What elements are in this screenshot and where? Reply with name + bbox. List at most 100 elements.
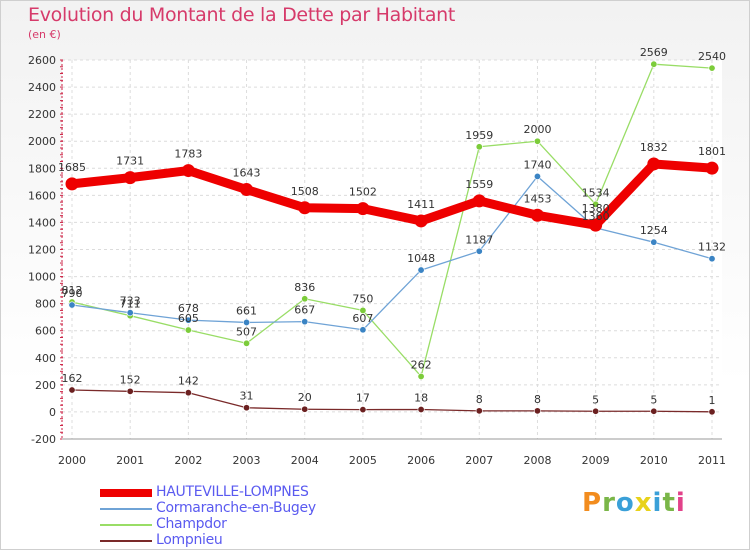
- legend: HAUTEVILLE-LOMPNES Cormaranche-en-Bugey Ch…: [100, 484, 420, 549]
- x-tick-label: 2009: [582, 454, 610, 467]
- chart-unit: (en €): [28, 28, 61, 41]
- legend-label: Champdor: [156, 516, 227, 532]
- logo-letter: x: [634, 488, 653, 518]
- data-label: 142: [178, 375, 199, 388]
- legend-item: HAUTEVILLE-LOMPNES: [100, 484, 420, 501]
- data-point: [592, 200, 600, 208]
- y-tick-label: 1000: [28, 271, 56, 284]
- legend-swatch: [100, 540, 152, 542]
- data-point: [359, 406, 367, 414]
- data-label: 1740: [523, 158, 551, 171]
- data-label: 711: [120, 298, 141, 311]
- data-point: [359, 306, 367, 314]
- data-point: [650, 60, 658, 68]
- data-label: 1685: [58, 161, 86, 174]
- data-point: [243, 404, 251, 412]
- data-point: [243, 318, 251, 326]
- data-label: 1783: [174, 148, 202, 161]
- y-tick-label: 600: [35, 325, 56, 338]
- data-point: [359, 326, 367, 334]
- data-label: 661: [236, 304, 257, 317]
- x-tick-label: 2010: [640, 454, 668, 467]
- data-label: 152: [120, 373, 141, 386]
- y-tick-label: 1400: [28, 216, 56, 229]
- data-label: 1731: [116, 155, 144, 168]
- data-label: 1: [709, 394, 716, 407]
- data-point: [184, 316, 192, 324]
- legend-label: Cormaranche-en-Bugey: [156, 500, 316, 516]
- data-label: 1959: [465, 129, 493, 142]
- legend-swatch: [100, 508, 152, 510]
- data-point: [68, 301, 76, 309]
- data-label: 1132: [698, 241, 726, 254]
- data-label: 1502: [349, 186, 377, 199]
- y-tick-label: 2600: [28, 54, 56, 67]
- series-line: [67, 159, 717, 230]
- y-tick-label: 200: [35, 379, 56, 392]
- series-line: [71, 175, 713, 331]
- data-label: 262: [411, 358, 432, 371]
- x-tick-label: 2000: [58, 454, 86, 467]
- data-label: 1380: [582, 202, 610, 215]
- data-point: [708, 64, 716, 72]
- data-label: 836: [294, 281, 315, 294]
- data-point: [126, 309, 134, 317]
- data-label: 1453: [523, 192, 551, 205]
- data-label: 1360: [582, 210, 610, 223]
- y-tick-label: 2200: [28, 108, 56, 121]
- data-point: [533, 137, 541, 145]
- legend-item: Lompnieu: [100, 532, 420, 549]
- data-point: [472, 194, 486, 208]
- data-point: [126, 387, 134, 395]
- data-point: [298, 201, 312, 215]
- data-point: [301, 295, 309, 303]
- data-label: 1411: [407, 198, 435, 211]
- data-point: [533, 172, 541, 180]
- data-point: [301, 405, 309, 413]
- data-point: [647, 157, 661, 171]
- y-tick-label: 1800: [28, 162, 56, 175]
- data-label: 5: [650, 393, 657, 406]
- data-label: 812: [62, 284, 83, 297]
- x-tick-label: 2008: [523, 454, 551, 467]
- data-label: 1832: [640, 141, 668, 154]
- x-tick-label: 2005: [349, 454, 377, 467]
- chart-title: Evolution du Montant de la Dette par Hab…: [28, 4, 456, 26]
- data-point: [650, 407, 658, 415]
- y-tick-label: 2000: [28, 135, 56, 148]
- x-tick-label: 2011: [698, 454, 726, 467]
- data-label: 162: [62, 372, 83, 385]
- data-point: [181, 164, 195, 178]
- x-tick-label: 2001: [116, 454, 144, 467]
- y-tick-label: 800: [35, 298, 56, 311]
- data-point: [301, 318, 309, 326]
- data-label: 2569: [640, 46, 668, 59]
- data-point: [65, 177, 79, 191]
- legend-item: Champdor: [100, 516, 420, 533]
- series-line: [71, 63, 713, 378]
- data-point: [589, 218, 603, 232]
- y-tick-label: 400: [35, 352, 56, 365]
- y-tick-label: 2400: [28, 81, 56, 94]
- x-tick-label: 2007: [465, 454, 493, 467]
- data-label: 2540: [698, 50, 726, 63]
- data-label: 8: [534, 393, 541, 406]
- data-label: 507: [236, 325, 257, 338]
- legend-swatch: [100, 524, 152, 526]
- data-label: 1801: [698, 145, 726, 158]
- logo-letter: r: [602, 488, 616, 518]
- data-point: [243, 339, 251, 347]
- data-point: [708, 408, 716, 416]
- data-point: [650, 238, 658, 246]
- data-label: 733: [120, 295, 141, 308]
- data-point: [475, 407, 483, 415]
- x-tick-label: 2003: [233, 454, 261, 467]
- data-point: [417, 266, 425, 274]
- data-label: 20: [298, 391, 312, 404]
- line-chart: -200 0 200 400 600 800 1000 1200 1400 1600 1800 200…: [28, 46, 726, 467]
- data-point: [123, 171, 137, 185]
- series-line: [71, 389, 713, 413]
- data-point: [184, 326, 192, 334]
- x-tick-label: 2004: [291, 454, 319, 467]
- data-point: [240, 183, 254, 197]
